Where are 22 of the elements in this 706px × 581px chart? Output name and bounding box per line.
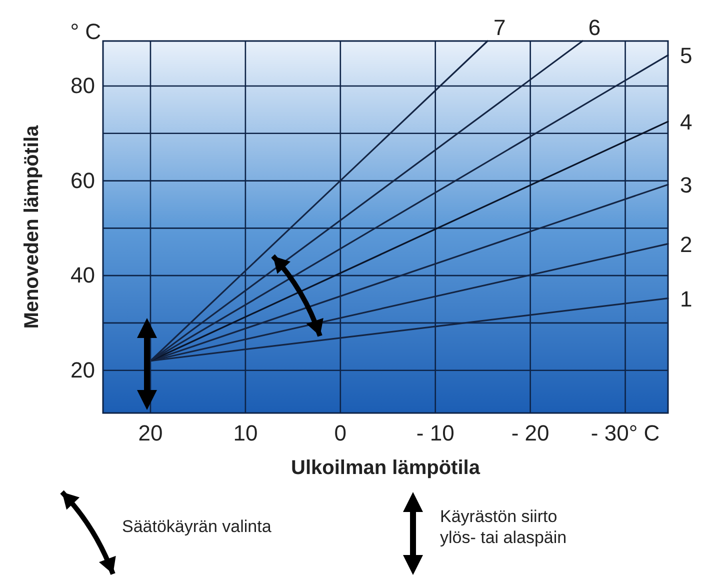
series-label: 6: [588, 15, 601, 40]
y-axis-title: Menoveden lämpötila: [21, 124, 43, 329]
series-label: 7: [493, 15, 506, 40]
series-label: 2: [680, 232, 692, 257]
x-tick-label: 20: [138, 420, 163, 446]
x-tick-label: - 30° C: [590, 420, 660, 446]
text: Säätökäyrän valinta: [122, 517, 272, 536]
x-tick-label: - 20: [511, 420, 550, 446]
series-label: 5: [680, 43, 692, 68]
x-tick-label: 10: [233, 420, 258, 446]
x-axis-title: Ulkoilman lämpötila: [291, 457, 481, 479]
y-tick-label: 80: [70, 73, 95, 98]
text: Käyrästön siirto ylös- tai alaspäin: [440, 507, 567, 547]
text: ° C: [70, 19, 102, 44]
y-tick-label: 40: [70, 262, 95, 288]
series-label: 3: [680, 172, 692, 198]
x-tick-label: 0: [334, 420, 347, 446]
y-tick-label: 60: [70, 168, 95, 193]
x-tick-label: - 10: [416, 420, 454, 446]
series-label: 1: [680, 286, 692, 312]
y-tick-label: 20: [70, 357, 95, 382]
series-label: 4: [680, 110, 692, 135]
